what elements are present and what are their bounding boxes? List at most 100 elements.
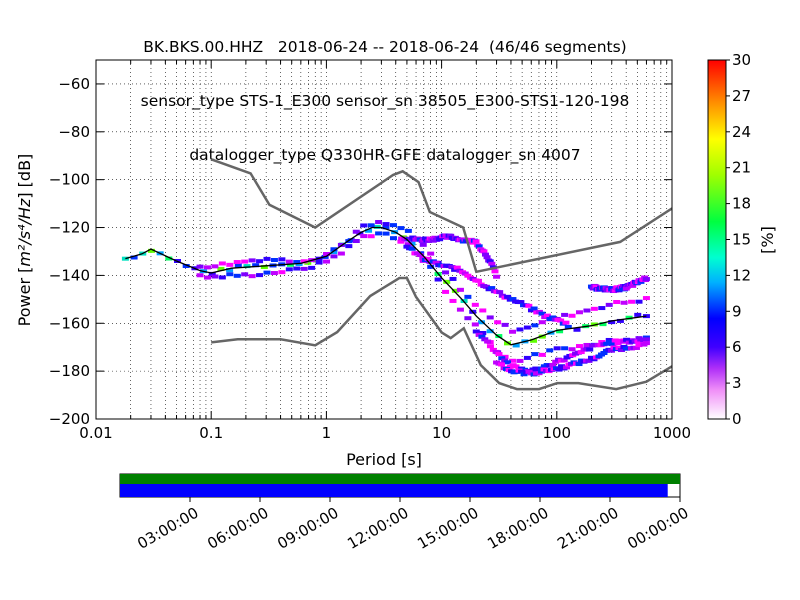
timeline-tick-label: 00:00:00 xyxy=(624,504,691,553)
density-cell xyxy=(600,351,608,356)
x-tick-label: 1000 xyxy=(653,424,691,442)
density-cell xyxy=(486,315,494,320)
density-cell xyxy=(642,296,650,301)
density-cell xyxy=(642,341,650,346)
density-cell xyxy=(486,259,494,264)
density-cell xyxy=(211,274,219,279)
density-cell xyxy=(484,339,492,344)
density-cell xyxy=(389,236,397,241)
density-cell xyxy=(453,265,461,270)
colorbar-ticks: 0 3 6 9 12 15 18 21 24 27 30 xyxy=(726,51,751,428)
density-cell xyxy=(409,235,417,240)
density-cell xyxy=(525,303,533,308)
x-tick-label: 100 xyxy=(542,424,571,442)
density-cell xyxy=(489,347,497,352)
density-cell xyxy=(609,286,617,291)
timeline-ticks: 03:00:00 06:00:00 09:00:00 12:00:00 15:00:00… xyxy=(134,497,692,553)
y-axis-label-suffix: ] [dB] xyxy=(15,154,34,199)
density-cell xyxy=(330,247,338,252)
density-cell xyxy=(130,255,138,260)
density-cell xyxy=(563,365,571,370)
y-tick-label: −200 xyxy=(49,410,90,428)
density-cell xyxy=(498,356,506,361)
density-cell xyxy=(300,266,308,271)
density-cell xyxy=(404,228,412,233)
density-cell xyxy=(634,312,642,317)
density-cell xyxy=(243,264,251,269)
density-cell xyxy=(397,226,405,231)
density-cell xyxy=(557,318,565,323)
density-cell xyxy=(475,244,483,249)
density-cell xyxy=(477,320,485,325)
density-cell xyxy=(632,345,640,350)
timeline-tick-label: 21:00:00 xyxy=(554,504,621,553)
density-cell xyxy=(360,234,368,239)
colorbar-label: [%] xyxy=(758,226,777,254)
density-cell xyxy=(241,259,249,264)
y-axis-label-units: m²/s⁴/Hz xyxy=(15,198,34,267)
density-cell xyxy=(488,261,496,266)
density-cell xyxy=(165,256,173,261)
density-cell xyxy=(509,358,517,363)
density-cell xyxy=(509,297,517,302)
density-cell xyxy=(451,288,459,293)
density-cell xyxy=(256,259,264,264)
density-cell xyxy=(444,235,452,240)
density-cell xyxy=(481,337,489,342)
density-cell xyxy=(586,347,594,352)
density-cell xyxy=(421,236,429,241)
density-cell xyxy=(575,344,583,349)
density-cell xyxy=(442,270,450,275)
y-tick-label: −160 xyxy=(49,314,90,332)
density-cell xyxy=(442,289,450,294)
colorbar-tick-label: 30 xyxy=(732,51,751,69)
density-cell xyxy=(495,352,503,357)
density-cell xyxy=(629,283,637,288)
density-cell xyxy=(518,369,526,374)
density-cell xyxy=(611,338,619,343)
x-tick-label: 0.1 xyxy=(199,424,223,442)
y-tick-label: −180 xyxy=(49,362,90,380)
density-cell xyxy=(447,233,455,238)
timeline-tick-label: 06:00:00 xyxy=(204,504,271,553)
density-cell xyxy=(449,276,457,281)
density-cell xyxy=(352,238,360,243)
density-cell xyxy=(147,248,155,253)
density-cell xyxy=(553,346,561,351)
density-cell xyxy=(642,277,650,282)
density-cell xyxy=(408,246,416,251)
density-cell xyxy=(480,249,488,254)
timeline-tick-label: 12:00:00 xyxy=(344,504,411,553)
density-cell xyxy=(478,334,486,339)
density-cell xyxy=(226,262,234,267)
timeline-segment-coverage xyxy=(120,484,668,497)
density-cell xyxy=(375,220,383,225)
density-cell xyxy=(345,244,353,249)
colorbar-tick-label: 3 xyxy=(732,374,742,392)
density-cell xyxy=(471,322,479,327)
density-cell xyxy=(196,264,204,269)
density-cell xyxy=(538,352,546,357)
density-cell xyxy=(583,342,591,347)
density-cell xyxy=(211,264,219,269)
density-cell xyxy=(615,346,623,351)
density-cell xyxy=(561,346,569,351)
timeline-data-coverage xyxy=(120,474,680,484)
y-tick-label: −60 xyxy=(58,75,90,93)
density-cell xyxy=(538,320,546,325)
density-cell xyxy=(464,316,472,321)
density-cell xyxy=(546,348,554,353)
density-cell xyxy=(607,348,615,353)
timeline-bar xyxy=(119,473,681,498)
density-cell xyxy=(575,310,583,315)
density-cell xyxy=(503,360,511,365)
density-cell xyxy=(233,260,241,265)
timeline-tick-label: 18:00:00 xyxy=(484,504,551,553)
density-cell xyxy=(260,265,268,270)
density-cell xyxy=(424,256,432,261)
density-cell xyxy=(360,223,368,228)
density-cell xyxy=(543,313,551,318)
density-cell xyxy=(471,302,479,307)
density-cell xyxy=(590,306,598,311)
colorbar-tick-label: 24 xyxy=(732,123,751,141)
